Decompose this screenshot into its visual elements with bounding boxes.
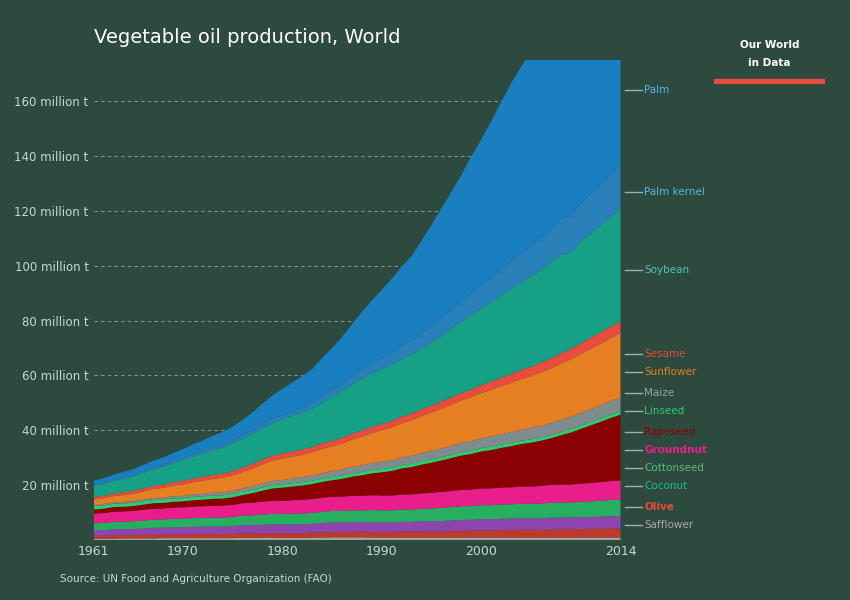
Text: Our World: Our World [740,40,799,50]
Text: Vegetable oil production, World: Vegetable oil production, World [94,28,400,47]
Text: Rapeseed: Rapeseed [644,427,695,437]
Text: Linseed: Linseed [644,406,684,416]
Text: Groundnut: Groundnut [644,445,707,455]
Text: Safflower: Safflower [644,520,694,530]
Text: Olive: Olive [644,502,674,512]
Bar [714,79,824,84]
Text: Coconut: Coconut [644,481,688,491]
Text: Maize: Maize [644,388,674,398]
Text: Palm kernel: Palm kernel [644,187,705,197]
Text: Sunflower: Sunflower [644,367,696,377]
Text: Sesame: Sesame [644,349,686,359]
Text: Soybean: Soybean [644,265,689,275]
Text: Cottonseed: Cottonseed [644,463,704,473]
Text: Palm: Palm [644,85,670,95]
Text: in Data: in Data [748,58,790,68]
Text: Source: UN Food and Agriculture Organization (FAO): Source: UN Food and Agriculture Organiza… [60,574,332,584]
